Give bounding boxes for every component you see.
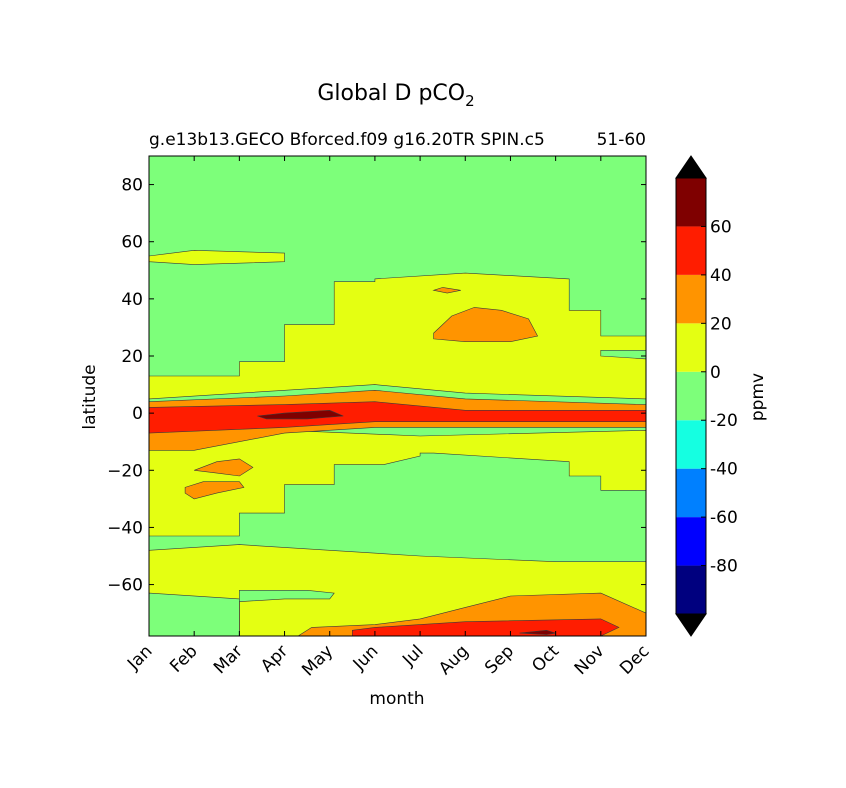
colorbar-segment [676,468,706,518]
colorbar-segment [676,226,706,275]
colorbar-tick-label: -40 [710,460,738,480]
y-tick-label: 40 [121,290,143,310]
colorbar-segment [676,565,706,614]
y-tick-label: 0 [132,404,143,424]
x-tick-labels: Jan Feb Mar Apr May Jun Jul Aug Sep Oct Nov Dec [123,641,653,680]
contour-region [184,481,245,500]
chart-title: Global D pCO2 [317,81,474,110]
y-tick-label: 60 [121,233,143,253]
colorbar-segment [676,371,706,421]
contour-region [257,409,344,420]
contour-fill-layer [148,156,647,637]
chart-subtitle-left: g.e13b13.GECO Bforced.f09 g16.20TR SPIN.… [149,130,545,150]
x-tick-label: Oct [528,641,563,676]
y-tick-label: 80 [121,176,143,196]
y-axis-label: latitude [80,364,100,429]
colorbar-extend-min [675,613,707,637]
x-tick-label: Jun [349,641,383,675]
colorbar-extend-max [675,155,707,179]
axis-ticks [148,156,647,636]
y-tick-label: 20 [121,347,143,367]
y-tick-labels: 80 60 40 20 0 −20 −40 −60 [107,176,143,596]
x-tick-label: Nov [571,641,609,679]
plot-frame [148,155,647,637]
contour-region [148,592,240,637]
colorbar-frame [675,177,707,615]
colorbar-segment [676,420,706,469]
contour-region [194,458,254,477]
colorbar-segment [676,274,706,324]
x-tick-label: Mar [210,641,247,678]
y-tick-label: −40 [107,518,143,538]
colorbar-segment [676,517,706,566]
x-tick-label: Jul [398,641,427,670]
contour-region [239,589,335,636]
colorbar-tick-label: -20 [710,411,738,431]
colorbar-tick-label: 20 [710,314,732,334]
colorbar-tick-label: 0 [710,363,721,383]
colorbar: 60 40 20 0 -20 -40 -60 -80 [675,155,738,637]
colorbar-tick-label: -60 [710,508,738,528]
colorbar-segment [676,323,706,372]
colorbar-tick-label: 40 [710,266,732,286]
x-tick-label: Aug [435,641,473,679]
colorbar-tick-label: 60 [710,217,732,237]
x-tick-label: Apr [257,641,292,676]
x-tick-label: Jan [123,641,156,674]
x-tick-label: May [298,641,337,680]
chart-subtitle-right: 51-60 [597,130,646,150]
contour-region [432,287,461,294]
y-tick-label: −20 [107,461,143,481]
x-tick-label: Sep [481,641,518,678]
x-axis-label: month [369,689,424,709]
x-tick-label: Dec [616,641,653,678]
colorbar-segment [676,178,706,227]
contour-region [433,307,539,343]
y-tick-label: −60 [107,576,143,596]
x-tick-label: Feb [166,641,201,676]
colorbar-tick-label: -80 [710,557,738,577]
colorbar-label: ppmv [748,373,768,421]
